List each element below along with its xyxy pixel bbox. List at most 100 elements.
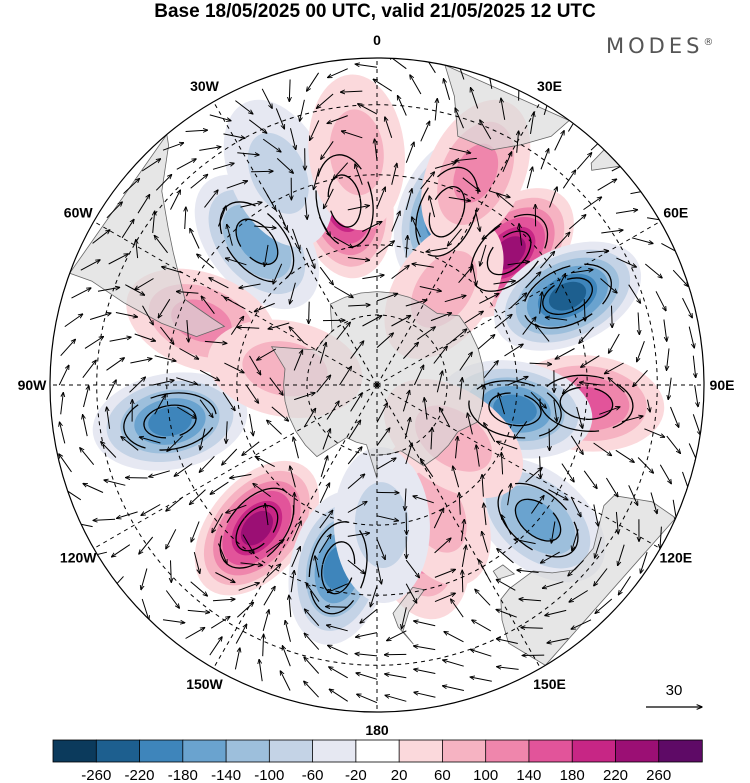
wind-arrow — [570, 496, 581, 517]
wind-arrow — [321, 141, 334, 159]
wind-arrow — [477, 335, 495, 350]
wind-arrow — [293, 350, 302, 371]
wind-arrow — [471, 88, 479, 109]
wind-arrow — [430, 313, 452, 322]
wind-arrow — [545, 609, 567, 615]
wind-arrow — [376, 428, 390, 446]
wind-arrow — [289, 79, 290, 102]
wind-arrow — [271, 406, 289, 421]
wind-arrow — [259, 659, 263, 682]
wind-arrow — [199, 147, 221, 151]
wind-arrow — [462, 570, 463, 593]
wind-arrow — [414, 621, 436, 627]
wind-arrow — [141, 568, 148, 590]
wind-arrow — [600, 278, 618, 294]
wind-arrow — [375, 139, 378, 161]
wind-arrow — [688, 326, 694, 348]
wind-arrow — [289, 595, 291, 618]
wind-arrow — [507, 262, 530, 266]
wind-arrow — [265, 540, 284, 553]
wind-arrow — [320, 456, 327, 477]
streamline — [428, 185, 466, 238]
wind-arrow — [448, 196, 471, 201]
wind-arrow — [121, 219, 134, 239]
wind-arrow — [435, 99, 437, 121]
wind-arrow — [541, 551, 560, 563]
colorbar-tick-label: 220 — [603, 767, 628, 783]
wind-arrow — [644, 428, 664, 437]
wind-arrow — [339, 366, 352, 386]
wind-arrow — [356, 673, 378, 680]
wind-arrow — [404, 417, 410, 439]
colorbar-tick-label: 260 — [646, 767, 671, 783]
wind-arrow — [376, 241, 394, 255]
wind-arrow — [459, 352, 472, 371]
wind-arrow — [576, 406, 583, 428]
colorbar-tick-label: -140 — [211, 767, 241, 783]
meridian-label: 120E — [659, 550, 692, 566]
wind-arrow — [139, 536, 154, 554]
wind-arrow — [170, 190, 181, 210]
wind-arrow — [326, 607, 348, 608]
streamline — [468, 380, 562, 439]
wind-arrow — [444, 632, 464, 643]
wind-arrow — [597, 179, 617, 191]
meridian-label: 120W — [60, 550, 97, 566]
wind-arrow — [261, 88, 272, 109]
wind-arrow — [275, 108, 284, 128]
wind-arrow — [190, 581, 208, 596]
wind-arrow — [376, 187, 385, 208]
wind-arrow — [449, 147, 470, 153]
wind-arrow — [496, 639, 518, 644]
wind-arrow — [540, 251, 554, 269]
wind-arrow — [123, 179, 140, 194]
wind-arrow — [238, 583, 260, 591]
wind-arrow — [225, 258, 247, 266]
africa — [444, 64, 570, 151]
wind-arrow — [154, 235, 168, 254]
wind-arrow — [433, 346, 448, 364]
wind-arrow — [376, 458, 396, 470]
wind-arrow — [166, 496, 184, 511]
wind-arrow — [413, 496, 434, 504]
wind-arrow — [304, 657, 320, 674]
colorbar-tick-label: -20 — [345, 767, 367, 783]
wind-arrow — [482, 225, 501, 239]
wind-arrow — [586, 251, 608, 253]
wind-arrow — [385, 117, 393, 138]
wind-arrow — [136, 240, 138, 259]
wind-arrow — [608, 378, 625, 393]
wind-arrow — [109, 337, 132, 342]
wind-arrow — [319, 510, 333, 529]
wind-arrow — [300, 99, 305, 122]
wind-arrow — [604, 362, 624, 374]
wind-arrow — [464, 311, 484, 324]
wind-arrow — [226, 504, 247, 513]
wind-arrow — [222, 392, 235, 410]
wind-arrow — [212, 163, 234, 170]
wind-arrow — [263, 586, 275, 606]
wind-arrow — [93, 519, 116, 520]
wind-arrow — [628, 284, 641, 304]
wind-arrow — [265, 503, 269, 526]
wind-arrow — [149, 470, 170, 477]
wind-arrow — [519, 599, 542, 601]
wind-arrow — [328, 583, 348, 593]
wind-arrow — [414, 692, 436, 698]
wind-arrow — [548, 489, 568, 500]
wind-arrow — [347, 502, 367, 513]
wind-arrow — [507, 484, 511, 506]
map-title: Base 18/05/2025 00 UTC, valid 21/05/2025… — [154, 1, 596, 22]
wind-arrow — [327, 115, 348, 124]
wind-arrow — [405, 443, 412, 465]
wind-arrow — [502, 152, 512, 173]
wind-arrow — [595, 536, 602, 558]
wind-arrow — [571, 619, 592, 629]
wind-arrow — [347, 206, 370, 211]
meridian-line — [376, 101, 541, 386]
colorbar-swatch — [225, 739, 271, 763]
wind-arrow — [525, 468, 543, 483]
colorbar-swatch — [528, 739, 573, 763]
wind-arrow — [108, 254, 129, 265]
wind-arrow — [420, 172, 435, 190]
